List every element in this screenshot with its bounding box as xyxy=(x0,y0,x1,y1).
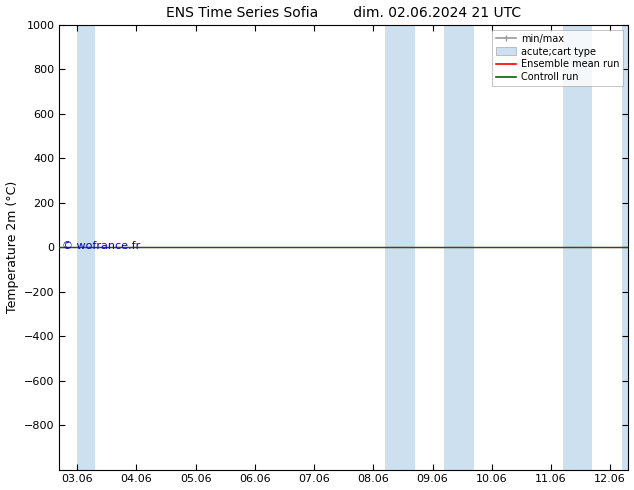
Bar xyxy=(385,25,415,469)
Bar xyxy=(622,25,634,469)
Y-axis label: Temperature 2m (°C): Temperature 2m (°C) xyxy=(6,181,18,314)
Legend: min/max, acute;cart type, Ensemble mean run, Controll run: min/max, acute;cart type, Ensemble mean … xyxy=(493,30,623,86)
Bar xyxy=(444,25,474,469)
Title: ENS Time Series Sofia        dim. 02.06.2024 21 UTC: ENS Time Series Sofia dim. 02.06.2024 21… xyxy=(166,5,521,20)
Bar xyxy=(563,25,592,469)
Bar xyxy=(77,25,95,469)
Text: © wofrance.fr: © wofrance.fr xyxy=(62,241,141,250)
